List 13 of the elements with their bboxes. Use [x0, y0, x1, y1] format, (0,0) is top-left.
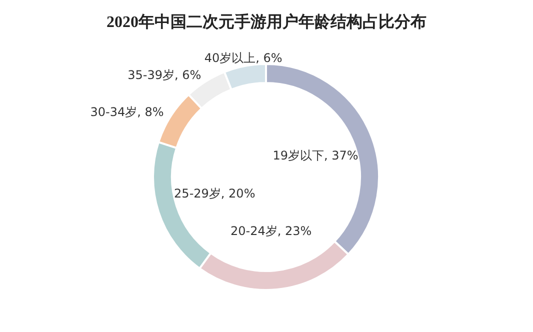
- data-label: , 23%: [277, 224, 312, 238]
- slice-label: 35-39岁: [128, 68, 174, 82]
- slice-label: 20-24岁: [230, 224, 278, 238]
- data-label: , 37%: [324, 148, 358, 163]
- chart-title: 2020年中国二次元手游用户年龄结构占比分布: [106, 13, 426, 31]
- slice-label: 40岁以上: [204, 51, 256, 66]
- data-label: , 20%: [220, 186, 256, 201]
- data-label: , 6%: [256, 51, 282, 66]
- slice-label: 25-29岁: [174, 186, 221, 201]
- slice-label: 30-34岁: [90, 105, 138, 120]
- data-label: , 8%: [137, 105, 164, 120]
- slice-label: 19岁以下: [272, 148, 324, 163]
- data-label: , 6%: [174, 68, 202, 82]
